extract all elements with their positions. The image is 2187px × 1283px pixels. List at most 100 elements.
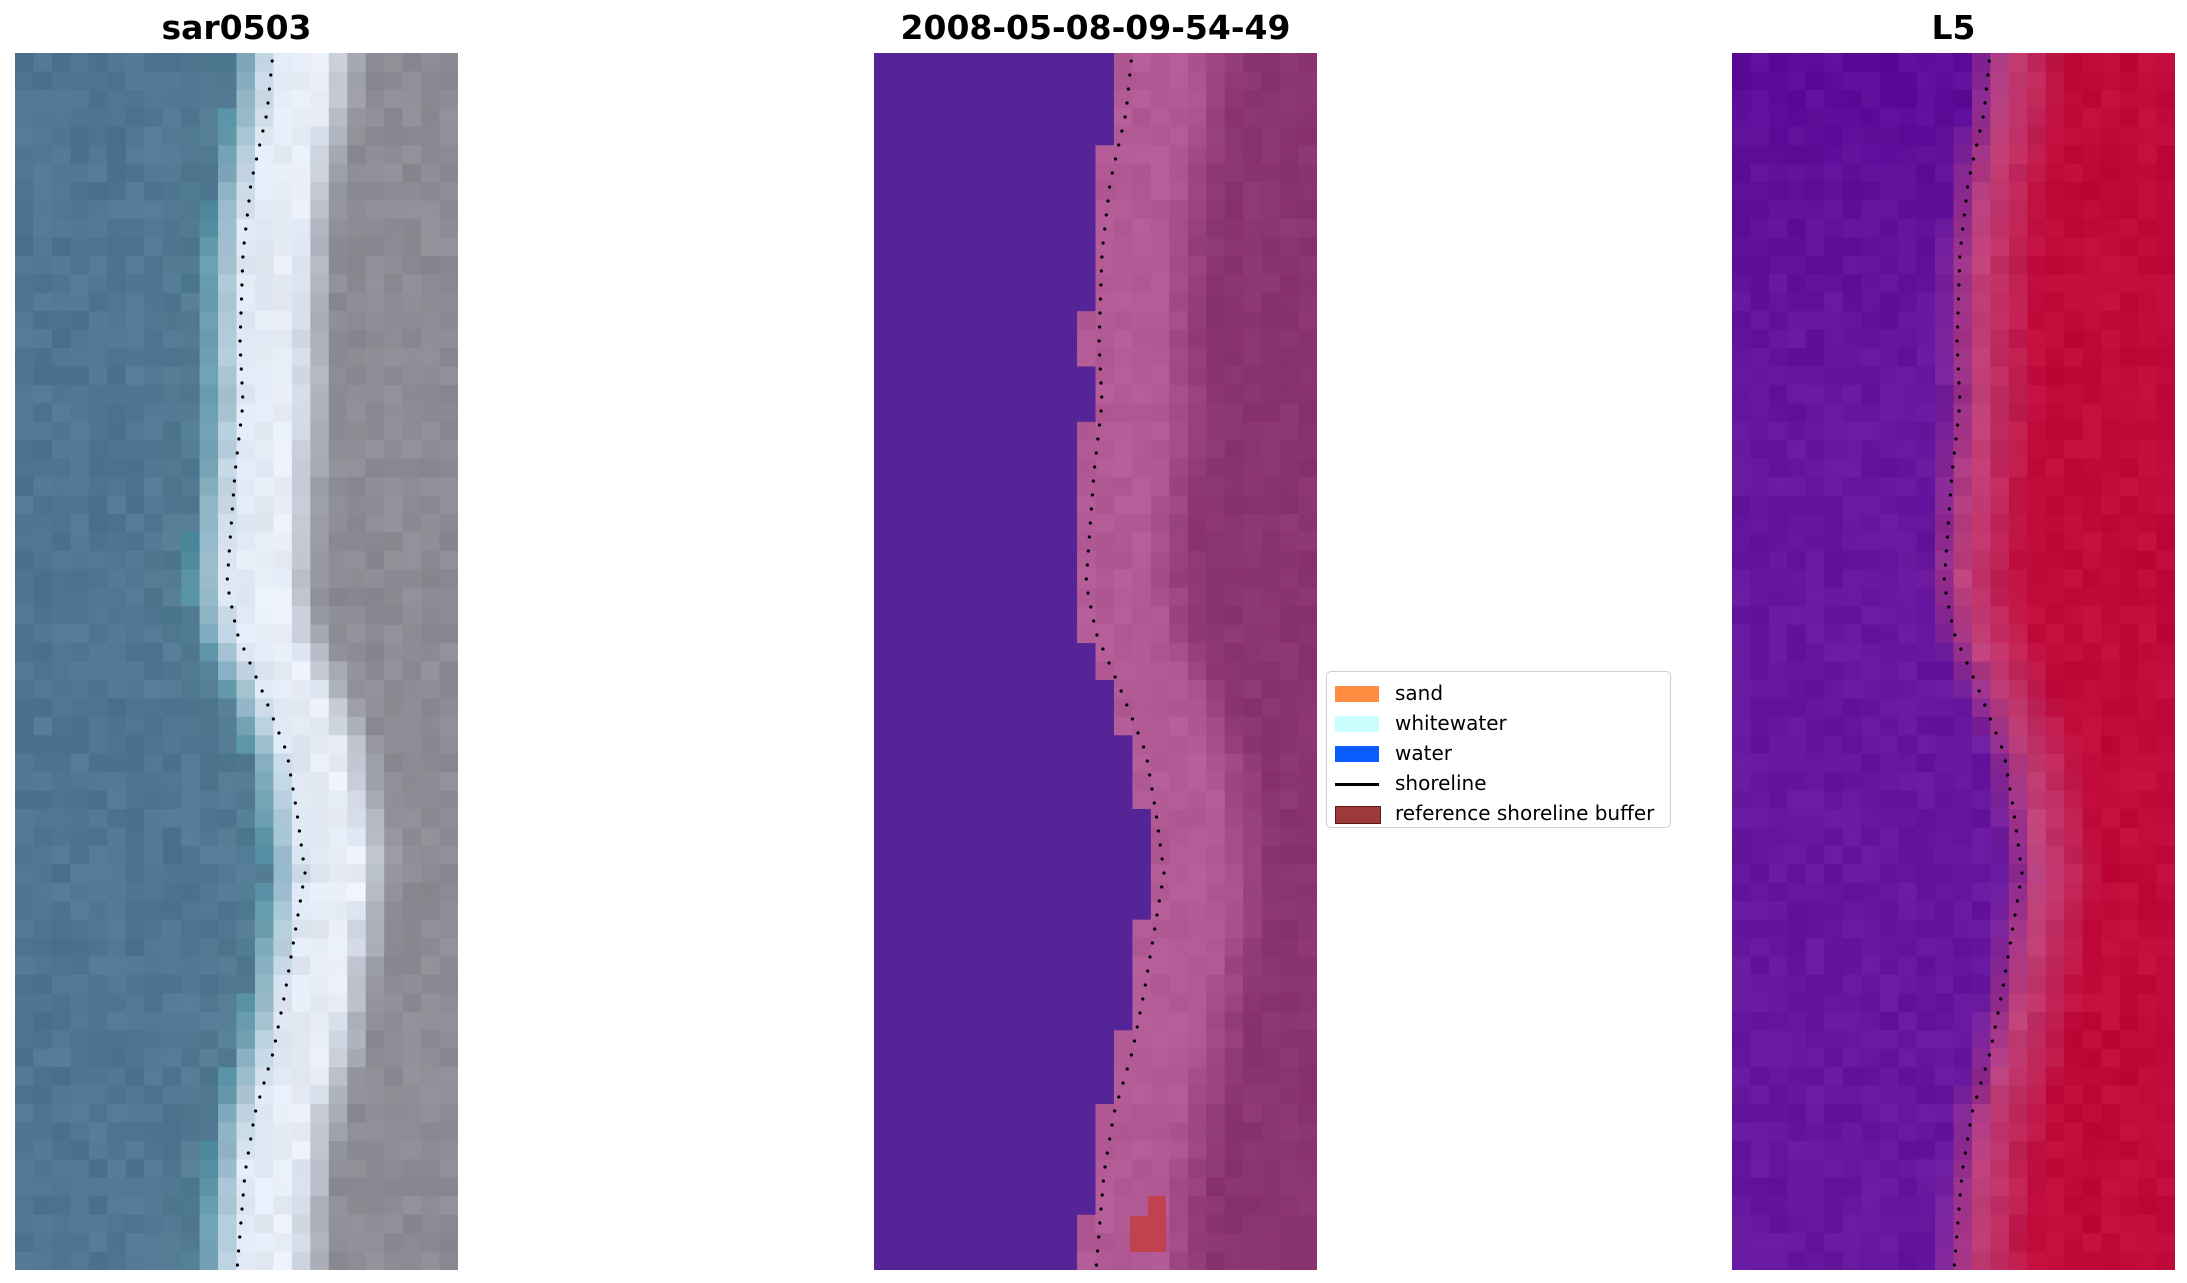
rgb-pixel bbox=[144, 827, 164, 847]
rgb-pixel bbox=[181, 1196, 201, 1216]
index-pixel bbox=[1805, 348, 1825, 368]
index-pixel bbox=[1916, 329, 1936, 349]
rgb-pixel bbox=[402, 53, 422, 73]
rgb-pixel bbox=[70, 255, 90, 275]
class-pixel bbox=[984, 255, 1004, 275]
class-pixel bbox=[910, 1104, 930, 1124]
index-pixel bbox=[2082, 495, 2102, 515]
rgb-pixel bbox=[273, 1251, 293, 1270]
class-pixel bbox=[966, 495, 986, 515]
rgb-pixel bbox=[107, 864, 127, 884]
index-pixel bbox=[2101, 974, 2121, 995]
class-pixel bbox=[1298, 1030, 1317, 1050]
rgb-pixel bbox=[199, 495, 219, 515]
class-pixel bbox=[1280, 1251, 1300, 1270]
index-pixel bbox=[1935, 661, 1955, 681]
rgb-image bbox=[15, 53, 458, 1270]
shoreline-point bbox=[1132, 1039, 1136, 1043]
shoreline-point bbox=[240, 1207, 244, 1211]
class-pixel bbox=[892, 89, 912, 109]
rgb-pixel bbox=[439, 255, 458, 275]
class-pixel bbox=[1150, 569, 1170, 589]
rgb-pixel bbox=[328, 145, 348, 165]
index-pixel bbox=[2008, 901, 2028, 921]
class-pixel bbox=[1224, 1251, 1244, 1270]
rgb-pixel bbox=[33, 292, 53, 312]
index-pixel bbox=[1916, 218, 1936, 238]
class-pixel bbox=[874, 1067, 894, 1087]
rgb-pixel bbox=[328, 974, 348, 995]
index-pixel bbox=[2156, 716, 2175, 736]
index-pixel bbox=[1842, 218, 1862, 238]
rgb-pixel bbox=[125, 255, 145, 275]
index-pixel bbox=[1953, 974, 1973, 995]
index-pixel bbox=[2045, 145, 2065, 165]
shoreline-point bbox=[279, 1011, 283, 1015]
rgb-pixel bbox=[51, 421, 71, 441]
index-pixel bbox=[2156, 366, 2175, 386]
index-pixel bbox=[1861, 421, 1881, 441]
class-pixel bbox=[1169, 108, 1189, 128]
index-pixel bbox=[1750, 1085, 1770, 1105]
class-pixel bbox=[1206, 698, 1226, 718]
rgb-pixel bbox=[199, 606, 219, 626]
class-pixel bbox=[1058, 1104, 1078, 1124]
rgb-pixel bbox=[310, 550, 330, 570]
class-pixel bbox=[1298, 679, 1317, 699]
rgb-pixel bbox=[439, 1030, 458, 1050]
class-pixel bbox=[1261, 809, 1281, 829]
class-pixel bbox=[1003, 772, 1023, 792]
class-pixel bbox=[874, 1011, 894, 1031]
class-pixel bbox=[1113, 716, 1134, 736]
class-pixel bbox=[1040, 237, 1060, 257]
index-pixel bbox=[2119, 200, 2139, 220]
index-pixel bbox=[2101, 1048, 2121, 1068]
shoreline-point bbox=[232, 479, 237, 483]
rgb-pixel bbox=[236, 974, 256, 995]
class-pixel bbox=[1058, 845, 1078, 865]
rgb-pixel bbox=[162, 1104, 182, 1124]
index-pixel bbox=[2082, 882, 2102, 902]
rgb-pixel bbox=[402, 1140, 422, 1160]
class-pixel bbox=[1261, 974, 1281, 995]
index-pixel bbox=[1861, 938, 1881, 958]
rgb-pixel bbox=[88, 53, 108, 73]
class-pixel bbox=[910, 1214, 930, 1234]
class-pixel bbox=[1021, 126, 1041, 146]
rgb-pixel bbox=[402, 311, 422, 331]
class-pixel bbox=[874, 237, 894, 257]
index-pixel bbox=[2045, 71, 2065, 91]
class-pixel bbox=[1132, 71, 1152, 91]
class-pixel bbox=[1058, 772, 1078, 792]
index-pixel bbox=[1971, 53, 1992, 73]
index-pixel bbox=[1971, 513, 1992, 534]
class-pixel bbox=[1169, 1104, 1189, 1124]
class-pixel bbox=[1113, 1159, 1134, 1179]
rgb-pixel bbox=[439, 311, 458, 331]
class-pixel bbox=[984, 366, 1004, 386]
index-pixel bbox=[1768, 421, 1788, 441]
index-pixel bbox=[1732, 1140, 1752, 1160]
class-pixel bbox=[1187, 274, 1207, 294]
class-pixel bbox=[1095, 384, 1115, 404]
class-pixel bbox=[1021, 1140, 1041, 1160]
class-pixel bbox=[1150, 274, 1170, 294]
rgb-pixel bbox=[107, 255, 127, 275]
class-pixel bbox=[1095, 532, 1115, 552]
rgb-pixel bbox=[236, 237, 256, 257]
class-pixel bbox=[1224, 513, 1244, 534]
rgb-pixel bbox=[402, 974, 422, 995]
class-pixel bbox=[892, 716, 912, 736]
rgb-pixel bbox=[365, 1140, 385, 1160]
class-pixel bbox=[1206, 274, 1226, 294]
class-pixel bbox=[1058, 1214, 1078, 1234]
rgb-pixel bbox=[125, 477, 145, 497]
rgb-pixel bbox=[273, 348, 293, 368]
class-pixel bbox=[1206, 809, 1226, 829]
index-pixel bbox=[2082, 1085, 2102, 1105]
index-pixel bbox=[1935, 182, 1955, 202]
class-pixel bbox=[1280, 200, 1300, 220]
rgb-pixel bbox=[33, 421, 53, 441]
class-pixel bbox=[1058, 292, 1078, 312]
rgb-pixel bbox=[70, 606, 90, 626]
